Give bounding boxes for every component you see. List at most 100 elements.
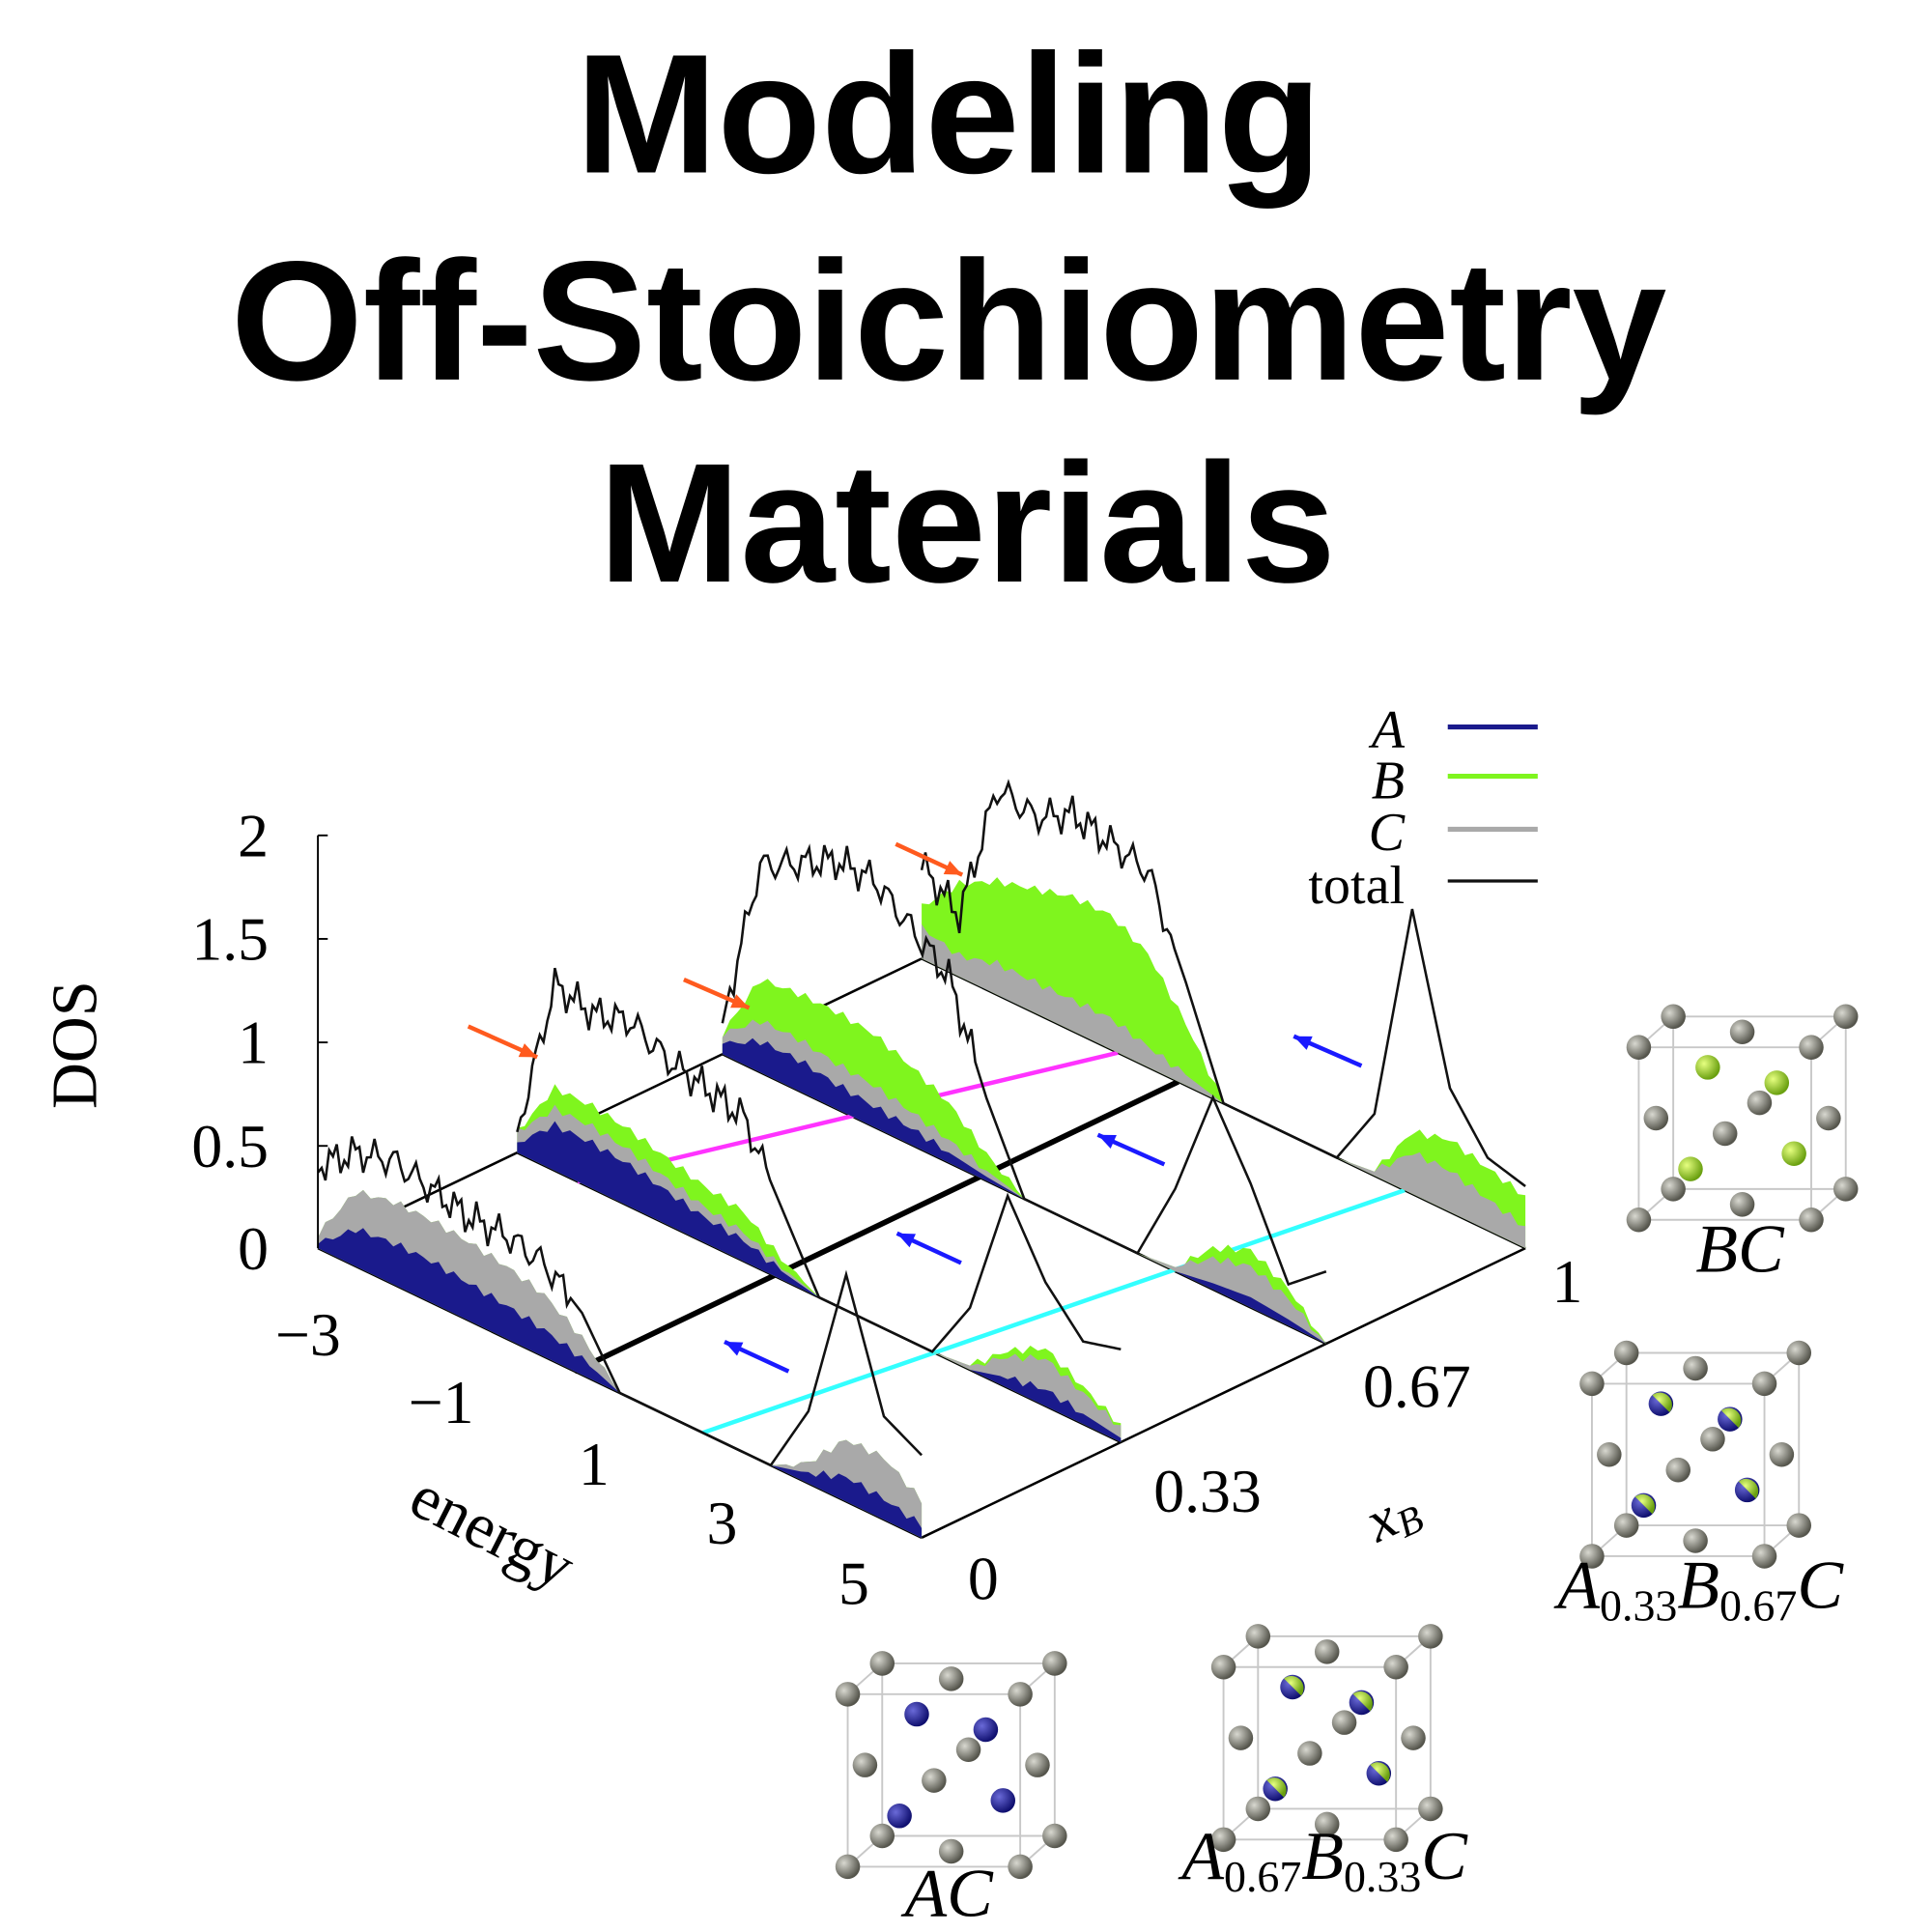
legend-label-a: A [1368, 700, 1406, 760]
energy-tick-label: 1 [579, 1430, 610, 1498]
structure-a067b033c [1210, 1624, 1443, 1853]
energy-axis-label: energy [399, 1461, 585, 1602]
dos-tick-label: 2 [238, 801, 269, 869]
dos-slice [516, 967, 1122, 1442]
b-atom [1678, 1156, 1703, 1181]
host-atom [1008, 1682, 1033, 1707]
plane-edge [921, 1246, 1526, 1539]
host-atom [1751, 1371, 1777, 1397]
structure-bc [1626, 1004, 1859, 1233]
mixed-site-atom-b-part [1352, 1690, 1373, 1712]
host-atom [1418, 1796, 1443, 1822]
a-projected-dos-area [722, 1037, 1326, 1345]
dos-tick-label: 1 [238, 1009, 269, 1077]
energy-tick-label: 5 [838, 1549, 869, 1618]
mixed-site-atom-b-part [1266, 1777, 1287, 1798]
host-atom [1751, 1544, 1777, 1569]
host-atom [1729, 1019, 1755, 1044]
c-projected-dos-area [517, 1104, 1122, 1442]
valence-edge-arrow-icon-head [730, 994, 750, 1009]
host-atom [1597, 1441, 1622, 1467]
host-atom [1613, 1513, 1639, 1538]
b-projected-dos-area [722, 979, 1326, 1345]
host-atom [835, 1854, 861, 1880]
host-atom [1613, 1340, 1639, 1366]
host-atom [1383, 1655, 1408, 1680]
mixed-site-atom-b-part [1738, 1478, 1759, 1499]
total-dos-curve [721, 843, 1327, 1287]
dos-slice [317, 1136, 923, 1538]
host-atom [1833, 1004, 1859, 1030]
xb-axis: 0 0.33 0.67 1 xB [968, 1247, 1582, 1612]
conduction-edge-trend-line [701, 1188, 1406, 1435]
host-atom [1210, 1827, 1236, 1853]
a-projected-dos-area [318, 1228, 923, 1538]
host-atom [1042, 1651, 1067, 1676]
structure-label-a067b033c: A0.67B0.33C [1178, 1818, 1468, 1901]
host-atom [1228, 1725, 1254, 1750]
dos-slice [920, 779, 1526, 1249]
legend-label-b: B [1372, 752, 1405, 811]
host-atom [1816, 1105, 1841, 1131]
host-atom [938, 1666, 964, 1691]
title-line-1: Modeling [576, 20, 1321, 210]
host-atom [1626, 1035, 1652, 1060]
title-line-3: Materials [599, 429, 1336, 618]
xb-tick-label: 0.33 [1153, 1457, 1262, 1525]
dos-tick-label: 1.5 [191, 905, 269, 974]
host-atom [835, 1682, 861, 1707]
total-dos-curve [317, 1136, 923, 1467]
host-atom [1700, 1427, 1725, 1452]
title-line-2: Off-Stoichiometry [231, 227, 1666, 416]
a-projected-dos-area [517, 1121, 1122, 1442]
xb-tick-label: 0.67 [1363, 1352, 1471, 1421]
host-atom [1314, 1639, 1340, 1664]
host-atom [1643, 1105, 1669, 1131]
dos-tick-label: 0 [238, 1214, 269, 1283]
host-atom [1579, 1371, 1605, 1397]
structure-a033b067c [1579, 1340, 1811, 1569]
host-atom [1314, 1811, 1340, 1837]
host-atom [1401, 1725, 1426, 1750]
host-atom [922, 1768, 947, 1793]
host-atom [1747, 1090, 1773, 1116]
b-atom [1695, 1055, 1720, 1080]
conduction-edge-arrow-icon-head [1097, 1134, 1117, 1149]
host-atom [1418, 1624, 1443, 1649]
conduction-edge-arrow-icon-head [724, 1342, 744, 1356]
b-projected-dos-area [922, 877, 1526, 1249]
dos-tick-label: 0.5 [191, 1112, 269, 1180]
base-plane [317, 957, 1526, 1539]
legend-label-total: total [1308, 856, 1405, 916]
host-atom [1665, 1457, 1690, 1483]
host-atom [1799, 1208, 1824, 1233]
host-atom [1383, 1827, 1408, 1853]
host-atom [869, 1823, 895, 1849]
valence-edge-arrow-icon-head [518, 1043, 538, 1058]
host-atom [938, 1838, 964, 1864]
legend-label-c: C [1369, 803, 1406, 863]
host-atom [1297, 1741, 1322, 1766]
a-atom [904, 1701, 929, 1727]
c-projected-dos-area [922, 923, 1526, 1249]
host-atom [1683, 1355, 1708, 1381]
host-atom [1661, 1177, 1686, 1202]
host-atom [1245, 1624, 1271, 1649]
mixed-site-atom-b-part [1370, 1762, 1390, 1782]
host-atom [1210, 1655, 1236, 1680]
xb-axis-label: xB [1354, 1474, 1430, 1558]
a-atom [887, 1804, 912, 1829]
legend: A B C total [1308, 700, 1538, 916]
a-atom [990, 1788, 1016, 1813]
energy-tick-label: −3 [275, 1300, 341, 1369]
mixed-site-atom-b-part [1284, 1676, 1304, 1696]
structure-label-bc: BC [1695, 1210, 1785, 1287]
structure-label-ac: AC [901, 1855, 995, 1931]
b-atom [1781, 1141, 1806, 1166]
host-atom [1786, 1340, 1811, 1366]
host-atom [955, 1737, 981, 1762]
total-dos-curve [516, 967, 1122, 1353]
conduction-edge-arrow-icon-head [896, 1233, 916, 1248]
